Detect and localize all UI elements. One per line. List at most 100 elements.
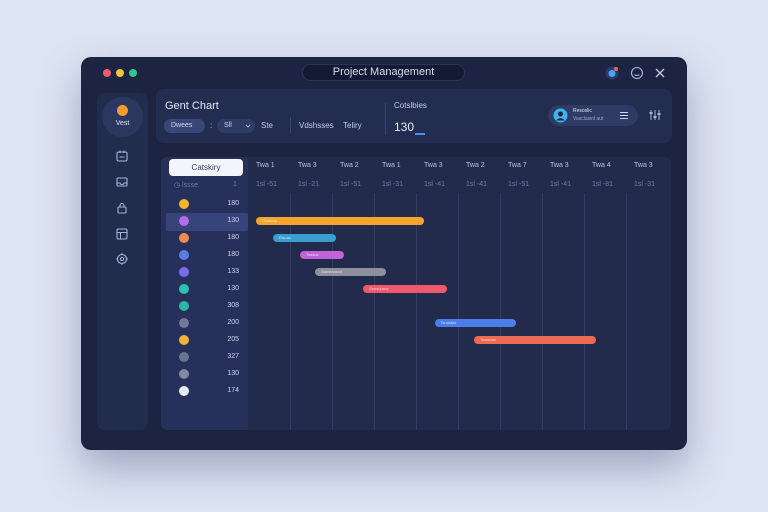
gantt-bar[interactable]: Vcasnas [474,336,597,344]
task-icon[interactable] [179,233,189,243]
grid-line [542,193,543,430]
category-button[interactable]: Catskiry [169,159,243,176]
task-icon[interactable] [179,284,189,294]
gantt-bar[interactable]: Gsaiswy [256,217,424,225]
title-bar: Project Management [81,57,687,89]
filter-dropdown-2[interactable]: Sll [217,119,255,133]
column-header: Twa 2 [466,162,485,169]
app-window: Project Management Vest [81,57,687,450]
emoji-icon[interactable] [630,66,644,80]
column-subheader: 1sl -31 [634,181,656,188]
filter-separator: : [210,121,213,130]
gantt-chart: Catskiry ◷ lssse 1 180 130 180 180 133 130 308… [161,157,671,430]
task-icon[interactable] [179,301,189,311]
grid-line [626,193,627,430]
column-header: Twa 2 [340,162,359,169]
task-value: 180 [227,234,239,241]
gantt-bar-label: Gaosiwsuut [320,269,342,274]
window-title: Project Management [302,64,465,81]
task-value: 180 [227,200,239,207]
maximize-window-button[interactable] [129,69,137,77]
grid-line [458,193,459,430]
column-subheader: 1sl -51 [340,181,362,188]
close-icon[interactable] [653,66,667,80]
stat-value: 130 [394,120,415,134]
layout-icon[interactable] [115,227,129,241]
chart-header: Gent Chart Dwees : Sll Ste Vdshsses Teli… [156,89,672,143]
column-header: Twa 7 [508,162,527,169]
gantt-bar[interactable]: Tsasus [300,251,345,259]
task-icon[interactable] [179,267,189,277]
sliders-icon[interactable] [649,109,661,121]
user-menu[interactable]: Resoslic Vasclasinl aut [548,105,638,126]
task-icon[interactable] [179,386,189,396]
grid-line [374,193,375,430]
user-name: Resoslic [573,108,592,114]
task-icon[interactable] [179,369,189,379]
task-value: 174 [227,387,239,394]
column-subheader: 1sl -41 [550,181,572,188]
inbox-icon[interactable] [115,175,129,189]
user-avatar-icon [553,108,568,123]
grid-line [416,193,417,430]
gantt-bar[interactable]: Tsuastas [434,319,517,327]
minimize-window-button[interactable] [116,69,124,77]
chevron-down-icon [245,124,251,128]
divider [290,117,291,133]
close-window-button[interactable] [103,69,111,77]
task-icon[interactable] [179,318,189,328]
column-subheader: 1sl -21 [298,181,320,188]
task-value: 130 [227,370,239,377]
gantt-bar[interactable]: Seusuiasw [363,285,448,293]
column-subheader: 1sl -51 [508,181,530,188]
task-icon[interactable] [179,335,189,345]
task-value: 205 [227,336,239,343]
lock-icon[interactable] [115,201,129,215]
column-header: Twa 3 [634,162,653,169]
task-value: 308 [227,302,239,309]
tab-b[interactable]: Teliry [343,121,362,130]
grid-line [500,193,501,430]
task-value: 200 [227,319,239,326]
column-header: Twa 1 [382,162,401,169]
task-icon[interactable] [179,199,189,209]
task-subheader: ◷ lssse [174,182,199,189]
gantt-bar[interactable]: Gaosiwsuut [314,268,387,276]
task-icon[interactable] [179,352,189,362]
column-subheader: 1sl -51 [256,181,278,188]
column-header: Twa 3 [424,162,443,169]
grid-line [584,193,585,430]
task-icon[interactable] [179,250,189,260]
task-icon[interactable] [179,216,189,226]
column-subheader: 1sl -31 [382,181,404,188]
filter-dropdown-2-label: Sll [224,122,232,129]
gantt-bar-label: Tsuastas [440,320,457,325]
settings-icon[interactable] [115,252,129,266]
tab-a[interactable]: Vdshsses [299,121,334,130]
gantt-bar-label: Vcasnas [480,337,496,342]
column-subheader: 1sl -41 [466,181,488,188]
column-header: Twa 3 [298,162,317,169]
avatar-icon[interactable] [605,66,619,80]
grid-line [332,193,333,430]
gantt-bar[interactable]: Elsuas [272,234,336,242]
home-button[interactable]: Vest [102,97,143,137]
gantt-bar-label: Seusuiasw [369,286,389,291]
task-value: 130 [227,217,239,224]
gantt-bar-label: Gsaiswy [262,218,278,223]
task-value: 130 [227,285,239,292]
user-subtitle: Vasclasinl aut [573,116,604,122]
gantt-bar-label: Tsasus [306,252,319,257]
app-logo-icon [117,105,128,116]
gantt-bar-label: Elsuas [278,235,291,240]
grid-line [290,193,291,430]
task-column: Catskiry ◷ lssse 1 180 130 180 180 133 130 308… [161,157,248,430]
column-subheader: 1sl -81 [592,181,614,188]
task-value: 133 [227,268,239,275]
filter-dropdown[interactable]: Dwees [164,119,205,133]
column-header: Twa 3 [550,162,569,169]
divider [385,103,386,135]
calendar-icon[interactable] [115,149,129,163]
home-label: Vest [115,120,130,127]
filter-option[interactable]: Ste [261,121,274,130]
